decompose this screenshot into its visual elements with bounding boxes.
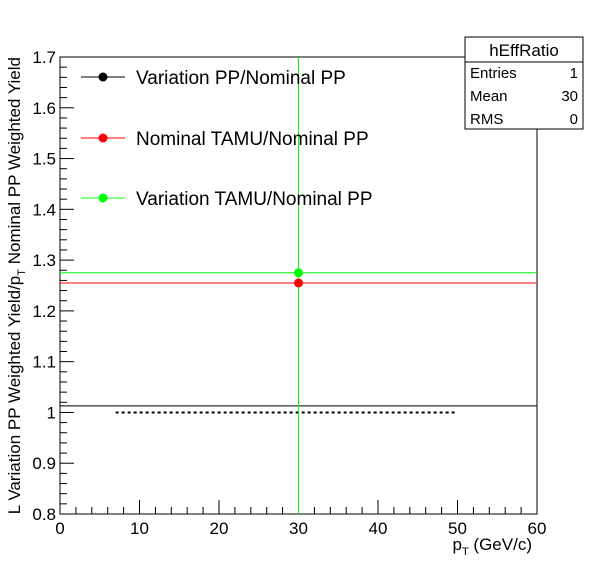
stats-label-0: Entries [470, 65, 517, 82]
y-tick-label: 1.5 [32, 150, 56, 169]
legend-label-0: Variation PP/Nominal PP [136, 68, 346, 89]
x-axis-title: pT (GeV/c) [453, 535, 533, 558]
stats-title: hEffRatio [489, 41, 559, 60]
legend-marker-1 [98, 133, 108, 143]
y-tick-label: 1 [47, 403, 56, 422]
y-tick-label: 1.4 [32, 200, 56, 219]
series-2-point [294, 268, 303, 278]
stats-value-2: 0 [570, 111, 578, 128]
x-tick-label: 10 [130, 519, 149, 538]
x-tick-label: 0 [55, 519, 64, 538]
y-tick-label: 1.3 [32, 251, 56, 270]
stats-label-1: Mean [470, 88, 508, 105]
stats-box [464, 36, 584, 130]
legend-marker-2 [98, 193, 108, 203]
y-tick-label: 1.2 [32, 302, 56, 321]
stats-label-2: RMS [470, 111, 503, 128]
x-tick-label: 20 [210, 519, 229, 538]
y-tick-label: 0.8 [32, 505, 56, 524]
stats-value-0: 1 [570, 65, 578, 82]
x-tick-label: 40 [369, 519, 388, 538]
legend-marker-0 [98, 72, 108, 82]
y-tick-label: 1.1 [32, 353, 56, 372]
y-tick-label: 1.7 [32, 48, 56, 67]
x-tick-label: 60 [528, 519, 547, 538]
series-1-point [294, 278, 303, 288]
x-tick-label: 50 [448, 519, 467, 538]
stats-value-1: 30 [561, 88, 578, 105]
legend-label-1: Nominal TAMU/Nominal PP [136, 129, 369, 150]
legend-label-2: Variation TAMU/Nominal PP [136, 189, 373, 210]
y-tick-label: 1.6 [32, 99, 56, 118]
y-tick-label: 0.9 [32, 454, 56, 473]
y-axis-title: L Variation PP Weighted Yield/pT Nominal… [5, 57, 28, 514]
x-tick-label: 30 [289, 519, 308, 538]
